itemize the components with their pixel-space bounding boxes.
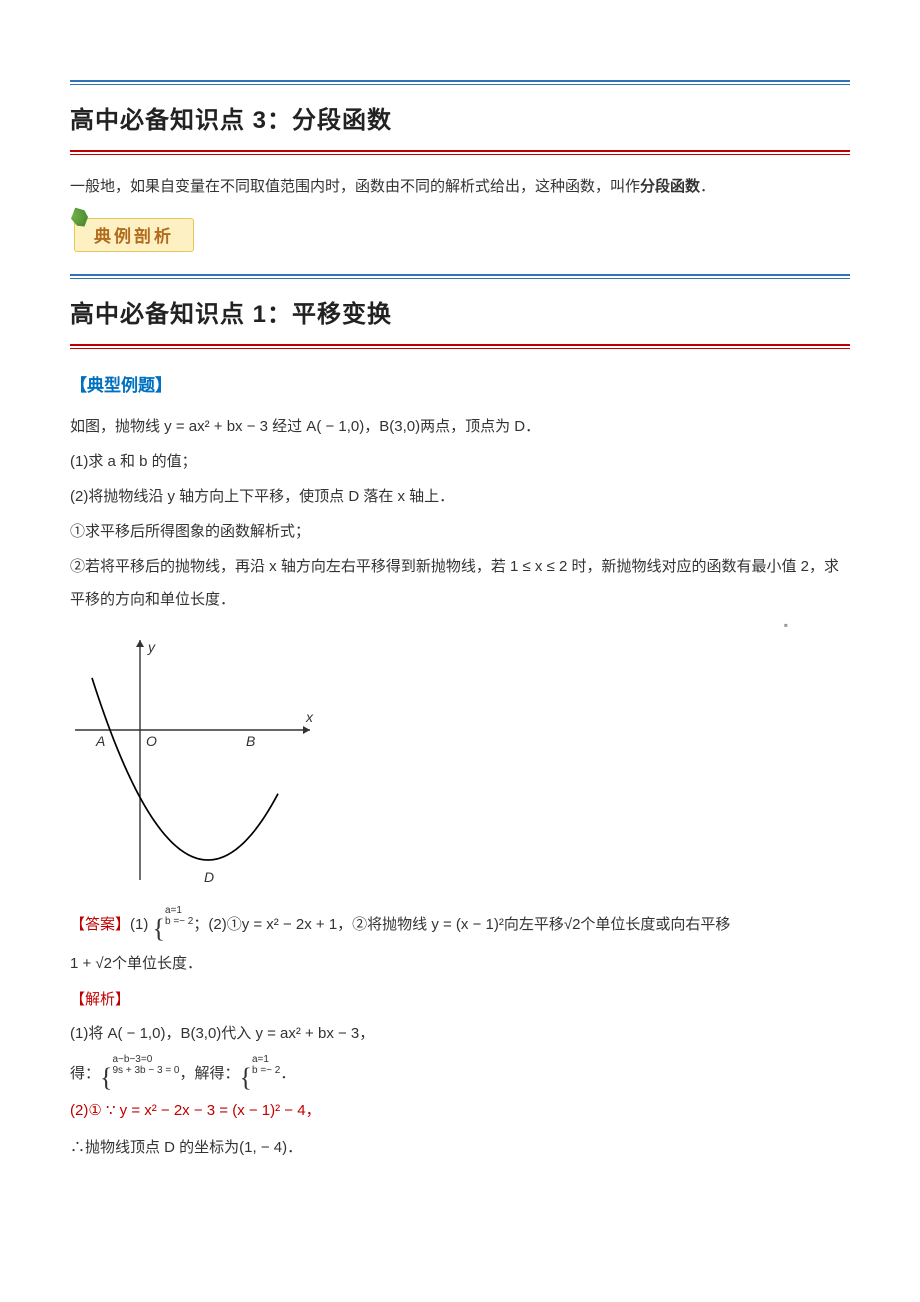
answer-line-2: 1 + √2个单位长度． (70, 947, 850, 980)
answer-part1-prefix: (1) (130, 916, 153, 933)
brace1-top: a=1 (165, 905, 182, 916)
intro-suffix: ． (700, 178, 715, 195)
sol3-text: (2)① ∵ y = x² − 2x − 3 = (x − 1)² − 4， (70, 1102, 321, 1119)
answer-line-1: 【答案】(1) {a=1b =− 2；(2)①y = x² − 2x + 1，②… (70, 905, 850, 941)
rule-blue-thin-2 (70, 278, 850, 279)
sol2-right-top: a=1 (252, 1054, 269, 1065)
typical-example-heading: 【典型例题】 (70, 371, 850, 396)
svg-text:y: y (147, 639, 156, 655)
problem-line-5: ②若将平移后的抛物线，再沿 x 轴方向左右平移得到新抛物线，若 1 ≤ x ≤ … (70, 550, 850, 616)
intro-prefix: 一般地，如果自变量在不同取值范围内时，函数由不同的解析式给出，这种函数，叫作 (70, 178, 640, 195)
brace-icon: { (153, 921, 165, 937)
solution-line-2: 得：{a−b−3=09s + 3b − 3 = 0，解得：{a=1b =− 2． (70, 1054, 850, 1090)
solution-line-4: ∴抛物线顶点 D 的坐标为(1, − 4)． (70, 1131, 850, 1164)
sol2-prefix: 得： (70, 1065, 100, 1082)
analysis-label: 【解析】 (70, 988, 850, 1009)
sol2-left-stack: a−b−3=09s + 3b − 3 = 0 (113, 1054, 180, 1076)
problem-line-2: (1)求 a 和 b 的值； (70, 445, 850, 478)
svg-text:x: x (305, 709, 314, 725)
section-3-title: 高中必备知识点 3：分段函数 (70, 107, 392, 134)
answer-part2: ；(2)①y = x² − 2x + 1，②将抛物线 y = (x − 1)²向… (193, 916, 730, 933)
section-1-block: 高中必备知识点 1：平移变换 (70, 274, 850, 349)
svg-text:A: A (95, 733, 105, 749)
badge-text: 典例剖析 (94, 222, 174, 247)
solution-line-3: (2)① ∵ y = x² − 2x − 3 = (x − 1)² − 4， (70, 1094, 850, 1127)
answer-label: 【答案】 (70, 916, 130, 933)
sol2-left-top: a−b−3=0 (113, 1054, 153, 1065)
section-3-intro: 一般地，如果自变量在不同取值范围内时，函数由不同的解析式给出，这种函数，叫作分段… (70, 173, 850, 202)
sol2-suffix: ． (280, 1065, 295, 1082)
badge-box: 典例剖析 (74, 218, 194, 252)
rule-blue-thick (70, 80, 850, 82)
problem-line-3: (2)将抛物线沿 y 轴方向上下平移，使顶点 D 落在 x 轴上． (70, 480, 850, 513)
svg-text:D: D (204, 869, 214, 885)
rule-blue-thin (70, 84, 850, 85)
solution-line-1: (1)将 A( − 1,0)，B(3,0)代入 y = ax² + bx − 3… (70, 1017, 850, 1050)
brace1-bottom: b =− 2 (165, 916, 193, 927)
rule-red-thick-2 (70, 344, 850, 346)
rule-red-thin-2 (70, 348, 850, 349)
problem-line-1: 如图，抛物线 y = ax² + bx − 3 经过 A( − 1,0)，B(3… (70, 410, 850, 443)
section-1-title: 高中必备知识点 1：平移变换 (70, 301, 392, 328)
sol2-left-bottom: 9s + 3b − 3 = 0 (113, 1065, 180, 1076)
sol2-right-bottom: b =− 2 (252, 1065, 280, 1076)
brace-icon-2: { (100, 1070, 112, 1086)
rule-red-thick (70, 150, 850, 152)
parabola-figure: A O B Dx y (70, 630, 850, 895)
rule-red-thin (70, 154, 850, 155)
svg-text:B: B (246, 733, 255, 749)
section-3-block: 高中必备知识点 3：分段函数 (70, 80, 850, 155)
problem-line-4: ①求平移后所得图象的函数解析式； (70, 515, 850, 548)
sol2-mid: ，解得： (180, 1065, 240, 1082)
parabola-svg: A O B Dx y (70, 630, 320, 890)
rule-blue-thick-2 (70, 274, 850, 276)
brace1-stack: a=1b =− 2 (165, 905, 193, 927)
page-marker-icon: ▪ (784, 618, 788, 632)
example-badge: 典例剖析 (70, 210, 198, 252)
brace-icon-3: { (240, 1070, 252, 1086)
sol2-right-stack: a=1b =− 2 (252, 1054, 280, 1076)
page-content: 高中必备知识点 3：分段函数 一般地，如果自变量在不同取值范围内时，函数由不同的… (0, 0, 920, 1228)
intro-bold: 分段函数 (640, 178, 700, 195)
svg-text:O: O (146, 733, 157, 749)
